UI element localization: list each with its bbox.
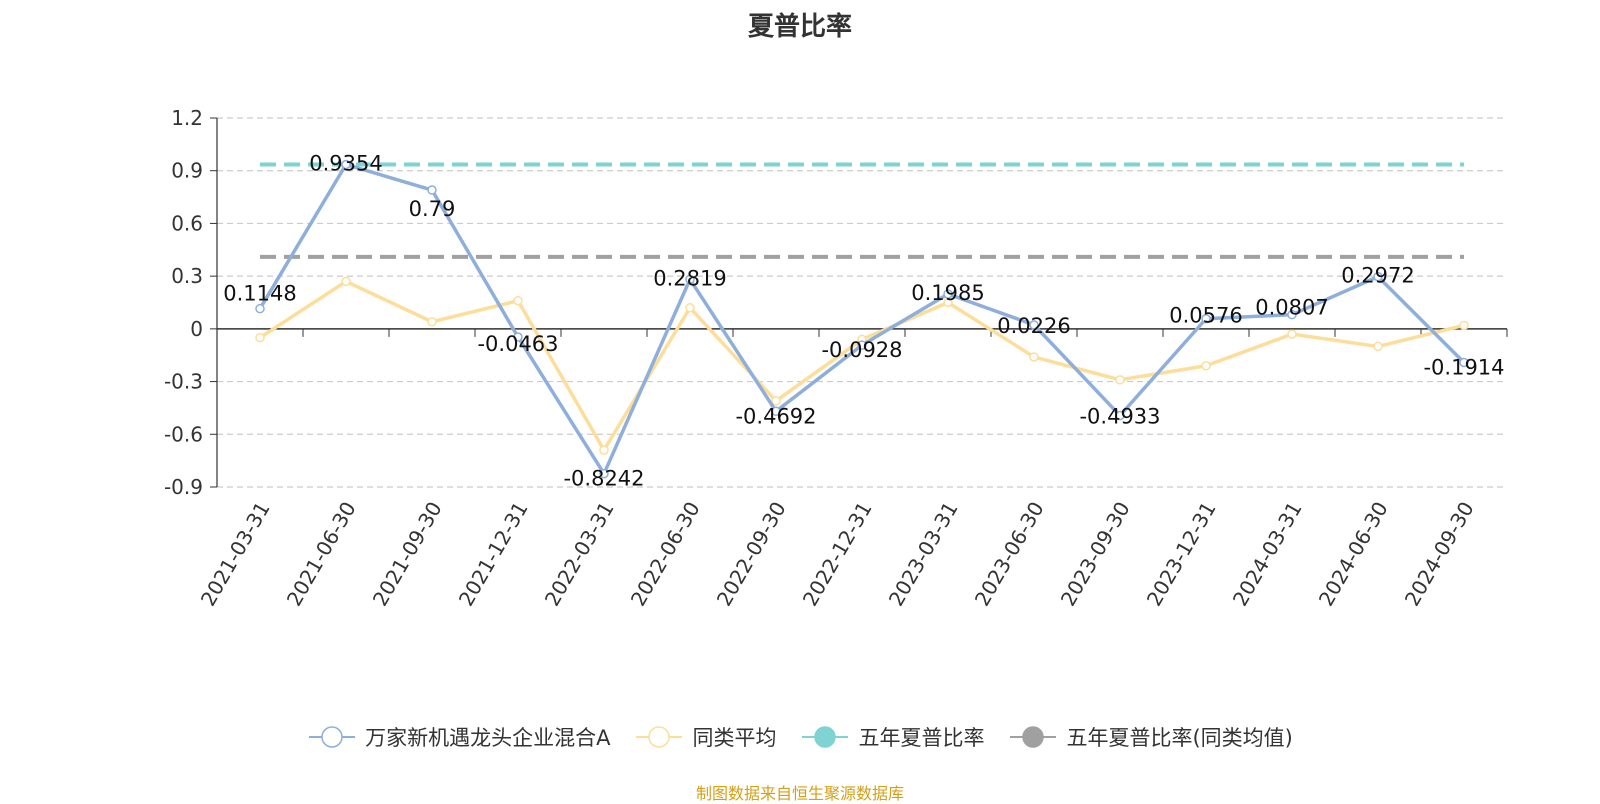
data-point [1373,271,1383,282]
data-point [513,295,523,306]
y-tick-label: 1.2 [171,106,203,130]
data-point [943,289,953,299]
data-label: 0.1148 [223,282,296,306]
data-point [771,406,781,417]
chart-title: 夏普比率 [747,12,852,42]
data-label: -0.1914 [1423,355,1504,379]
y-tick-label: -0.3 [164,370,203,394]
grid-lines [217,117,1507,488]
data-label: 0.2972 [1341,264,1414,288]
data-point [1459,357,1469,368]
data-point [427,317,437,327]
data-label: 0.0226 [997,314,1070,338]
x-tick-label: 2022-09-30 [712,498,791,611]
x-tick-label: 2023-12-31 [1142,498,1221,611]
data-labels: 0.1148 0.9354 0.79 -0.0463 -0.8242 0.2819 -0.4… [223,151,1504,490]
data-point [1201,361,1211,371]
data-label: -0.8242 [563,467,644,491]
x-tick-label: 2023-09-30 [1056,498,1135,611]
legend-item[interactable]: 五年夏普比率(同类均值) [1008,722,1293,752]
data-point [427,185,437,195]
data-point [255,303,265,314]
data-point [341,159,351,170]
x-tick-label: 2021-09-30 [368,498,447,611]
x-tick-label: 2023-06-30 [970,498,1049,611]
x-tick-label: 2021-03-31 [196,498,275,611]
data-label: 0.0576 [1169,304,1242,328]
data-point [1201,313,1211,324]
data-point [685,274,695,285]
legend-item[interactable]: 同类平均 [634,722,776,752]
x-tick-label: 2024-09-30 [1400,498,1479,611]
data-label: 0.79 [409,197,456,221]
legend-marker-icon [802,726,849,748]
data-point [685,303,695,313]
data-point [857,340,867,350]
legend-marker-icon [1010,726,1057,748]
data-label: -0.4933 [1079,405,1160,429]
data-point [513,332,523,342]
x-tick-label: 2023-03-31 [884,498,963,611]
data-point [599,468,609,479]
series-lines [255,159,1469,479]
data-label: -0.0928 [821,338,902,362]
legend-item[interactable]: 万家新机遇龙头企业混合A [307,722,610,752]
reference-lines [260,162,1464,259]
data-point [1115,410,1125,421]
legend-label: 万家新机遇龙头企业混合A [365,726,611,750]
data-label: 0.1985 [911,281,984,305]
legend-label: 同类平均 [692,726,777,750]
data-label: -0.4692 [735,404,816,428]
data-point [771,396,781,406]
data-point [1029,320,1039,330]
legend-label: 五年夏普比率(同类均值) [1066,726,1293,750]
data-point [1373,341,1383,352]
y-tick-label: 0.9 [171,159,203,183]
data-point [1287,309,1297,320]
x-tick-label: 2022-12-31 [798,498,877,611]
legend: 万家新机遇龙头企业混合A 同类平均 五年夏普比率 五年夏普比率(同类均值) [0,722,1600,752]
y-tick-label: 0.6 [171,211,203,235]
data-label: -0.0463 [477,332,558,356]
legend-marker-icon [636,726,683,748]
legend-item[interactable]: 五年夏普比率 [800,722,984,752]
data-point [1459,320,1469,331]
x-tick-label: 2024-06-30 [1314,498,1393,611]
data-label: 0.2819 [653,266,726,290]
data-label: 0.0807 [1255,296,1328,320]
data-label: 0.9354 [309,151,382,175]
data-point [1287,329,1297,339]
y-tick-label: 0.3 [171,264,203,288]
x-tick-label: 2024-03-31 [1228,498,1307,611]
x-tick-label: 2022-06-30 [626,498,705,611]
x-tick-label: 2021-06-30 [282,498,361,611]
data-point [599,445,609,455]
data-point [1029,352,1039,362]
y-tick-label: -0.9 [164,475,203,499]
x-tick-label: 2022-03-31 [540,498,619,611]
source-note: 制图数据来自恒生聚源数据库 [695,784,904,803]
y-tick-label: 0 [190,317,203,341]
data-point [255,332,265,343]
legend-marker-icon [309,726,356,748]
legend-label: 五年夏普比率 [858,726,985,750]
y-tick-label: -0.6 [164,422,203,446]
x-tick-label: 2021-12-31 [454,498,533,611]
data-point [341,276,351,287]
data-point [1115,375,1125,385]
